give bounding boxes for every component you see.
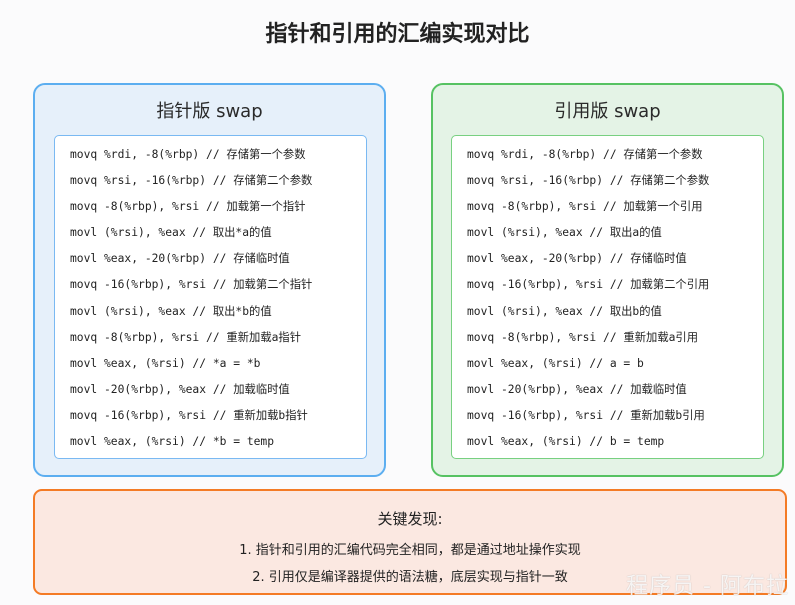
reference-code-block: movq %rdi, -8(%rbp) // 存储第一个参数 movq %rsi… [451, 135, 764, 459]
pointer-swap-panel: 指针版 swap movq %rdi, -8(%rbp) // 存储第一个参数 … [33, 83, 386, 477]
code-line: movl %eax, -20(%rbp) // 存储临时值 [467, 252, 687, 266]
code-line: movq -8(%rbp), %rsi // 加载第一个指针 [70, 200, 306, 214]
code-line: movq -8(%rbp), %rsi // 重新加载a指针 [70, 330, 302, 344]
key-findings-box: 关键发现: 1. 指针和引用的汇编代码完全相同，都是通过地址操作实现 2. 引用… [33, 489, 787, 595]
code-line: movl %eax, (%rsi) // *a = *b [70, 356, 261, 370]
code-line: movl (%rsi), %eax // 取出a的值 [467, 226, 662, 240]
code-line: movq %rsi, -16(%rbp) // 存储第二个参数 [70, 174, 313, 188]
findings-title: 关键发现: [377, 510, 443, 528]
code-line: movq -16(%rbp), %rsi // 重新加载b指针 [70, 408, 308, 422]
code-line: movq %rdi, -8(%rbp) // 存储第一个参数 [467, 148, 703, 161]
code-line: movl (%rsi), %eax // 取出*b的值 [70, 304, 272, 318]
code-line: movl %eax, (%rsi) // b = temp [467, 435, 665, 449]
code-line: movq -8(%rbp), %rsi // 重新加载a引用 [467, 330, 699, 344]
code-line: movl (%rsi), %eax // 取出*a的值 [70, 226, 272, 240]
reference-panel-title: 引用版 swap [554, 101, 661, 122]
code-line: movl -20(%rbp), %eax // 加载临时值 [70, 382, 290, 396]
code-line: movq -8(%rbp), %rsi // 加载第一个引用 [467, 200, 703, 214]
finding-item: 2. 引用仅是编译器提供的语法糖，底层实现与指针一致 [252, 570, 568, 585]
reference-swap-panel: 引用版 swap movq %rdi, -8(%rbp) // 存储第一个参数 … [431, 83, 784, 477]
code-line: movq %rdi, -8(%rbp) // 存储第一个参数 [70, 148, 306, 161]
code-line: movl %eax, -20(%rbp) // 存储临时值 [70, 252, 290, 266]
code-line: movl %eax, (%rsi) // *b = temp [70, 435, 275, 449]
code-line: movl (%rsi), %eax // 取出b的值 [467, 304, 662, 318]
code-line: movl -20(%rbp), %eax // 加载临时值 [467, 382, 687, 396]
pointer-code-block: movq %rdi, -8(%rbp) // 存储第一个参数 movq %rsi… [54, 135, 367, 459]
code-line: movq -16(%rbp), %rsi // 加载第二个指针 [70, 278, 313, 292]
code-line: movq -16(%rbp), %rsi // 重新加载b引用 [467, 408, 705, 422]
code-line: movq %rsi, -16(%rbp) // 存储第二个参数 [467, 174, 710, 188]
finding-item: 1. 指针和引用的汇编代码完全相同，都是通过地址操作实现 [239, 543, 581, 558]
code-line: movl %eax, (%rsi) // a = b [467, 356, 644, 370]
page-title: 指针和引用的汇编实现对比 [265, 22, 530, 47]
watermark: 程序员 - 阿布拉 [626, 574, 789, 599]
pointer-panel-title: 指针版 swap [156, 101, 263, 122]
code-line: movq -16(%rbp), %rsi // 加载第二个引用 [467, 278, 710, 292]
